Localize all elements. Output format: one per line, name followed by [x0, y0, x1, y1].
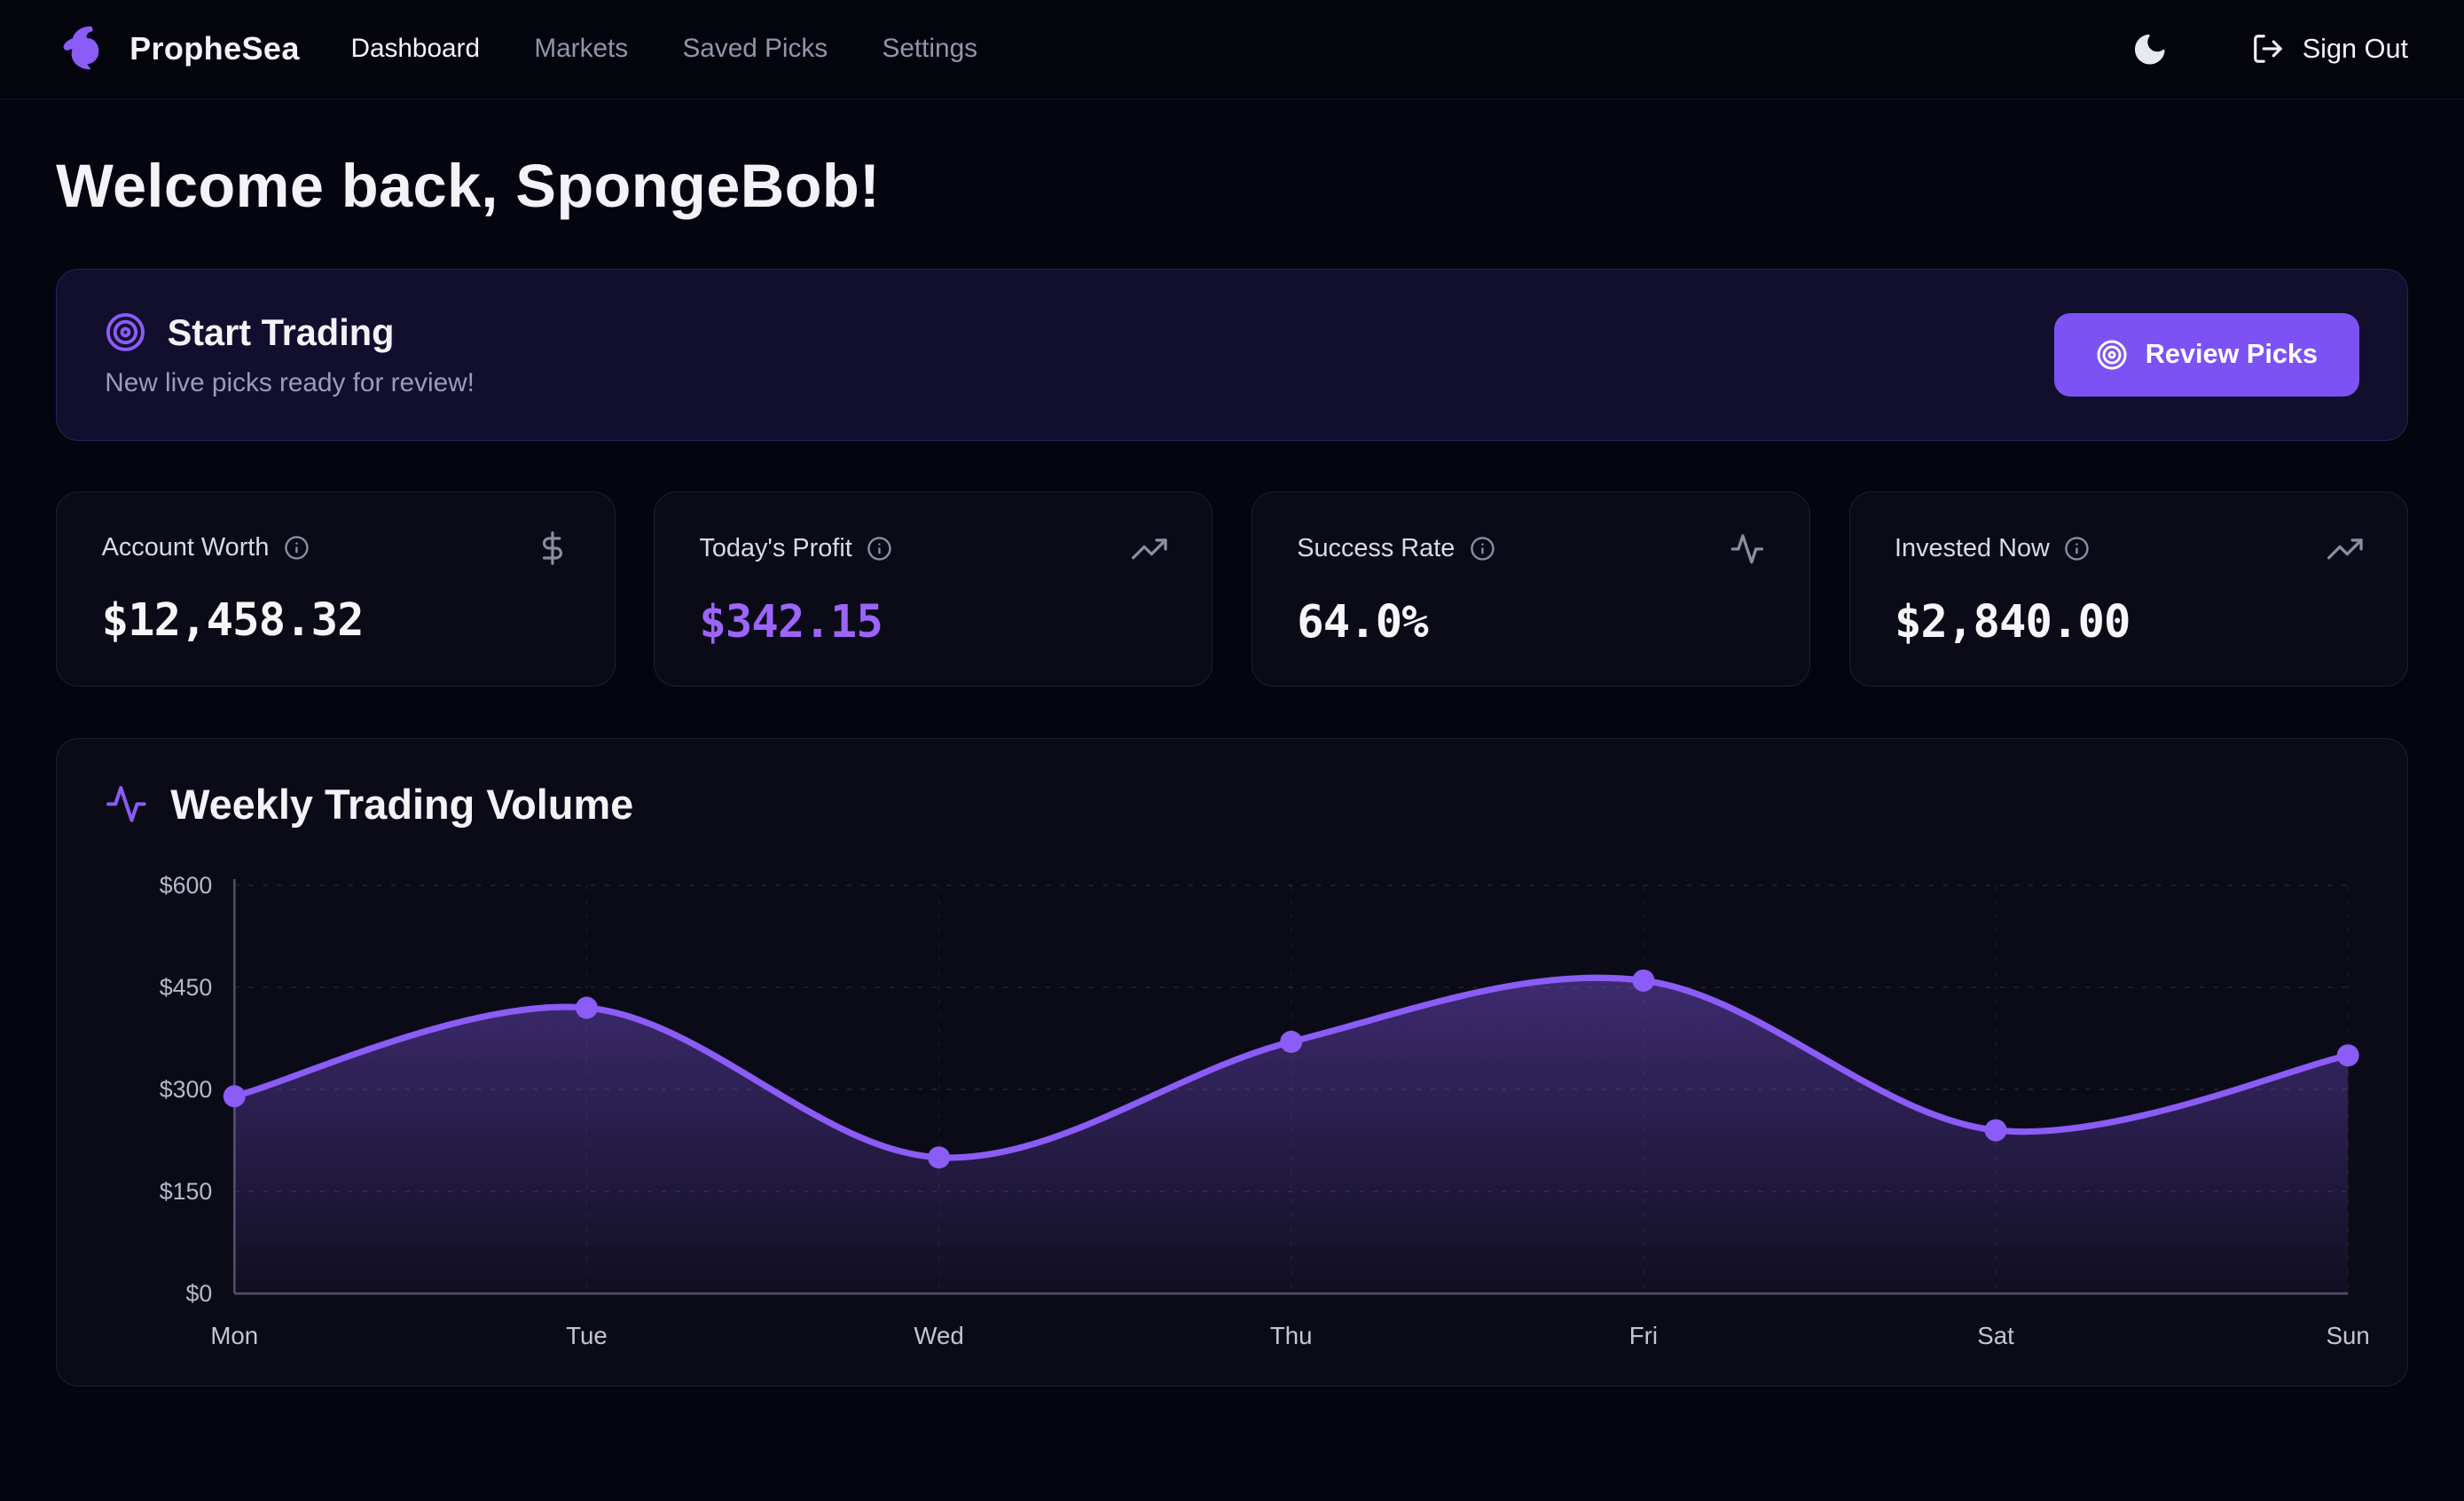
svg-text:Fri: Fri	[1629, 1323, 1658, 1350]
prophesea-logo-icon	[56, 22, 110, 76]
weekly-volume-chart: $0 $150 $300 $450 $600 Mon Tue Wed Thu Fri Sat Sun	[160, 872, 2370, 1350]
svg-text:$300: $300	[160, 1076, 213, 1103]
banner-text: Start Trading New live picks ready for r…	[105, 311, 475, 398]
svg-text:$600: $600	[160, 872, 213, 899]
nav-links: Dashboard Markets Saved Picks Settings	[350, 34, 977, 64]
top-nav: PropheSea Dashboard Markets Saved Picks …	[0, 0, 2464, 99]
stat-label: Account Worth	[101, 533, 270, 562]
review-picks-button[interactable]: Review Picks	[2053, 312, 2359, 397]
svg-text:Sat: Sat	[1978, 1323, 2015, 1350]
svg-text:$150: $150	[160, 1178, 213, 1205]
stat-card-todays-profit: Today's Profit $342.15	[653, 491, 1213, 688]
chart-title: Weekly Trading Volume	[170, 781, 634, 828]
stat-card-success-rate: Success Rate 64.0%	[1251, 491, 1811, 688]
brand: PropheSea	[56, 22, 300, 76]
theme-toggle-button[interactable]	[2131, 31, 2168, 67]
info-icon[interactable]	[867, 536, 892, 562]
trending-up-icon	[1132, 531, 1167, 567]
review-picks-label: Review Picks	[2145, 339, 2319, 370]
svg-text:Mon: Mon	[211, 1323, 259, 1350]
banner-title: Start Trading	[167, 310, 395, 353]
svg-text:Wed: Wed	[914, 1323, 964, 1350]
stat-value: $2,840.00	[1895, 594, 2130, 648]
svg-text:Thu: Thu	[1270, 1323, 1313, 1350]
nav-item-markets[interactable]: Markets	[534, 34, 629, 64]
svg-text:$0: $0	[186, 1280, 213, 1307]
nav-right: Sign Out	[2131, 31, 2408, 67]
stat-label: Success Rate	[1297, 534, 1456, 563]
activity-icon	[105, 782, 148, 826]
sign-out-label: Sign Out	[2302, 33, 2409, 64]
logout-icon	[2251, 32, 2285, 66]
nav-item-dashboard[interactable]: Dashboard	[350, 34, 481, 64]
svg-text:Sun: Sun	[2327, 1323, 2370, 1350]
brand-name: PropheSea	[129, 30, 300, 67]
svg-text:$450: $450	[160, 974, 213, 1001]
stat-card-invested-now: Invested Now $2,840.00	[1848, 491, 2409, 688]
start-trading-banner: Start Trading New live picks ready for r…	[56, 268, 2409, 441]
stat-value: $12,458.32	[101, 593, 365, 647]
trending-up-icon	[2327, 531, 2363, 567]
nav-item-settings[interactable]: Settings	[882, 34, 978, 64]
moon-icon	[2131, 31, 2168, 67]
stat-value: $342.15	[699, 594, 883, 648]
page-title: Welcome back, SpongeBob!	[56, 151, 881, 220]
stats-row: Account Worth $12,458.32	[56, 491, 2409, 688]
svg-text:Tue: Tue	[566, 1323, 608, 1350]
target-icon	[105, 311, 146, 353]
weekly-volume-card: Weekly Trading Volume $0 $150 $300 $450 $600…	[56, 737, 2409, 1387]
main-content: Welcome back, SpongeBob! Start Trading N…	[0, 151, 2464, 1442]
banner-subtitle: New live picks ready for review!	[105, 367, 475, 397]
stat-value: 64.0%	[1297, 594, 1428, 648]
nav-item-saved-picks[interactable]: Saved Picks	[682, 34, 828, 64]
info-icon[interactable]	[284, 535, 310, 561]
stat-label: Invested Now	[1895, 534, 2050, 563]
info-icon[interactable]	[1470, 536, 1495, 562]
target-icon	[2096, 339, 2128, 371]
stat-label: Today's Profit	[699, 534, 852, 563]
dollar-icon	[536, 530, 569, 565]
sign-out-button[interactable]: Sign Out	[2251, 32, 2408, 66]
activity-icon	[1730, 531, 1765, 567]
info-icon[interactable]	[2064, 536, 2090, 562]
stat-card-account-worth: Account Worth $12,458.32	[56, 491, 616, 688]
